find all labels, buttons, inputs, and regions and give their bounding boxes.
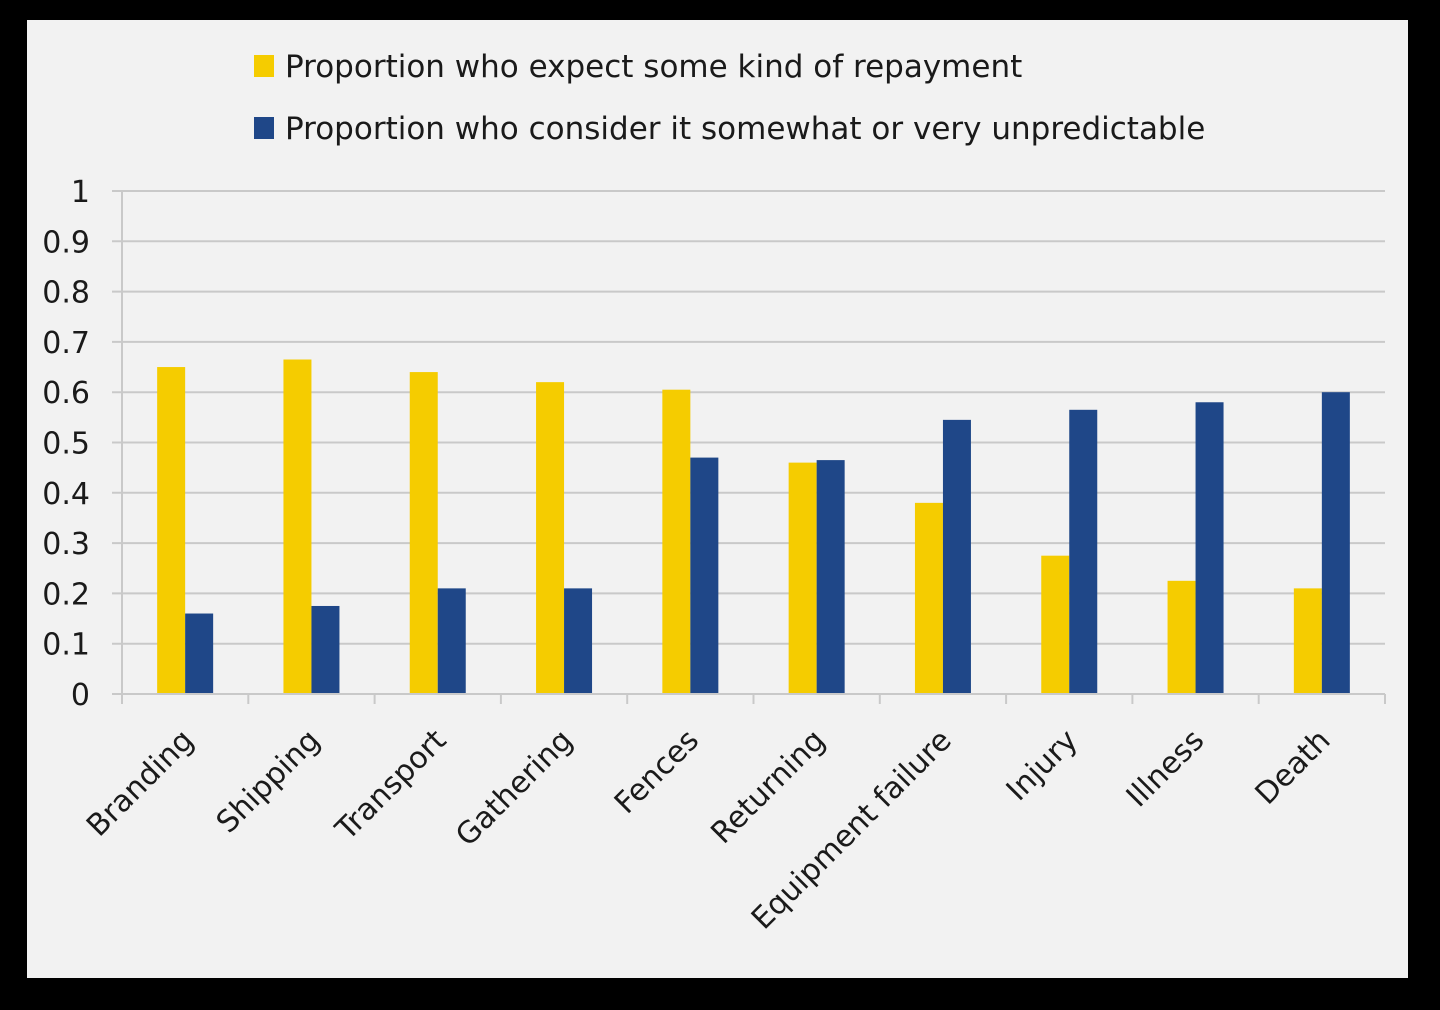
legend-swatch-2 <box>254 117 274 139</box>
y-tick-label: 0.5 <box>42 427 90 462</box>
x-category-label: Injury <box>1000 723 1085 808</box>
bar-unpredictable-fences <box>690 457 719 694</box>
legend-label-1: Proportion who expect some kind of repay… <box>285 49 1022 85</box>
bar-unpredictable-shipping <box>311 605 340 694</box>
x-category-label: Shipping <box>210 723 327 840</box>
y-tick-label: 0.4 <box>42 477 90 512</box>
y-tick-label: 0 <box>71 678 90 713</box>
bar-unpredictable-injury <box>1069 409 1098 694</box>
bar-unpredictable-illness <box>1195 402 1224 694</box>
bar-repayment-fences <box>662 389 691 694</box>
bar-repayment-equipment-failure <box>914 502 943 694</box>
y-tick-label: 0.3 <box>42 527 90 562</box>
legend-label-2: Proportion who consider it somewhat or v… <box>285 111 1205 147</box>
y-tick-label: 0.8 <box>42 276 90 311</box>
x-category-label: Transport <box>328 723 453 848</box>
bar-unpredictable-equipment-failure <box>942 419 971 694</box>
bar-repayment-gathering <box>536 382 565 694</box>
y-tick-label: 0.2 <box>42 577 90 612</box>
y-tick-label: 0.1 <box>42 628 90 663</box>
bar-unpredictable-returning <box>816 460 845 694</box>
y-tick-label: 1 <box>71 175 90 210</box>
x-category-label: Death <box>1249 723 1338 812</box>
bar-unpredictable-branding <box>185 613 214 694</box>
gridlines <box>112 190 1385 645</box>
bar-repayment-transport <box>409 372 438 694</box>
x-category-label: Returning <box>704 723 832 851</box>
bar-repayment-shipping <box>283 359 312 694</box>
x-category-label: Fences <box>608 723 706 821</box>
y-tick-label: 0.7 <box>42 326 90 361</box>
y-tick-label: 0.6 <box>42 376 90 411</box>
bar-unpredictable-transport <box>437 588 466 694</box>
bar-repayment-death <box>1293 588 1322 694</box>
legend-swatch-1 <box>254 55 274 77</box>
y-tick-label: 0.9 <box>42 225 90 260</box>
legend: Proportion who expect some kind of repay… <box>254 49 1205 147</box>
bar-repayment-branding <box>157 367 186 694</box>
bars <box>157 359 1350 694</box>
bar-repayment-illness <box>1167 580 1196 694</box>
x-category-label: Gathering <box>449 723 580 854</box>
bar-unpredictable-death <box>1321 392 1350 694</box>
y-axis-ticks: 0 0.1 0.2 0.3 0.4 0.5 0.6 0.7 0.8 0.9 1 <box>42 175 90 713</box>
bar-unpredictable-gathering <box>564 588 593 694</box>
bar-repayment-injury <box>1041 555 1070 694</box>
x-category-label: Illness <box>1120 723 1211 814</box>
bar-repayment-returning <box>788 462 817 694</box>
x-category-label: Branding <box>80 723 201 844</box>
